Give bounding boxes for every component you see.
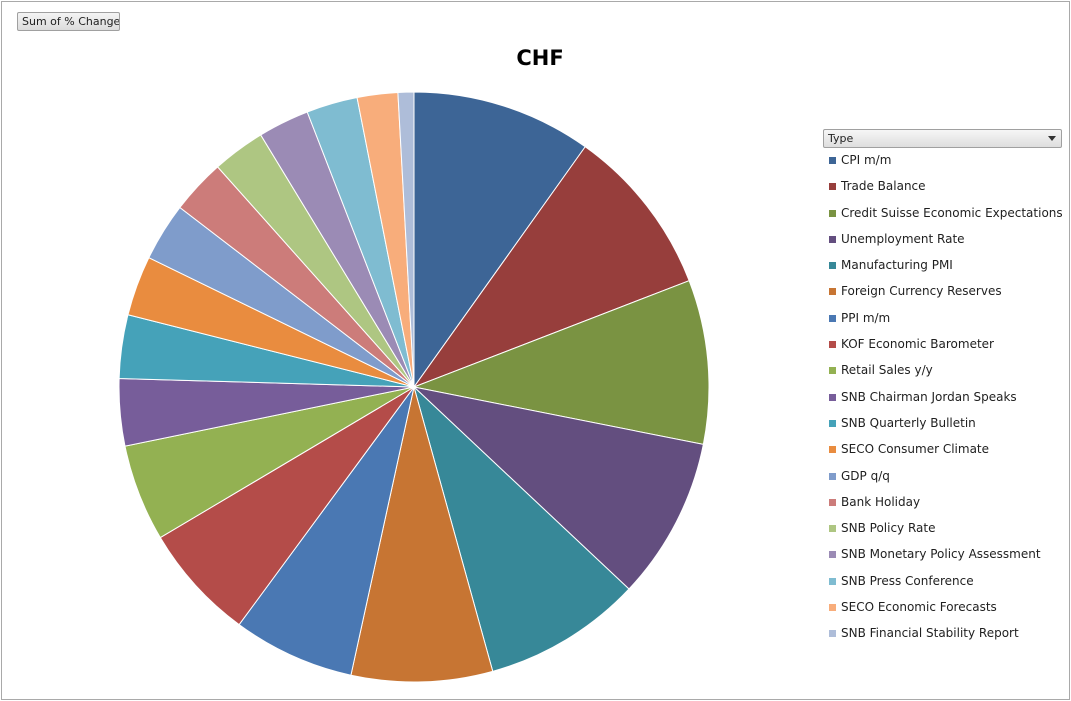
legend-swatch [829,525,836,533]
legend-item: SECO Consumer Climate [828,441,1068,467]
legend-label: CPI m/m [841,153,892,167]
legend-swatch [829,183,836,191]
legend-item: PPI m/m [828,310,1068,336]
pie-slice[interactable] [238,386,415,676]
legend-swatch [829,367,836,375]
legend-item: CPI m/m [828,152,1068,178]
pie-slice[interactable] [412,146,690,389]
legend-swatch [829,262,836,270]
legend-swatch [829,630,836,638]
legend-label: SNB Quarterly Bulletin [841,415,976,430]
legend-swatch [829,604,836,612]
legend-label: SNB Chairman Jordan Speaks [841,389,1017,404]
legend-label: SNB Press Conference [841,573,974,588]
type-filter-label: Type [828,132,854,145]
legend-label: Foreign Currency Reserves [841,284,1002,299]
legend-label: SECO Consumer Climate [841,442,990,457]
legend-swatch [829,288,836,296]
pie-slice[interactable] [350,386,494,683]
legend-item: Foreign Currency Reserves [828,283,1068,309]
legend-swatch [829,235,836,243]
legend-item: SNB Press Conference [828,573,1068,599]
chevron-down-icon[interactable] [1048,136,1056,141]
pie-slice[interactable] [159,386,415,626]
legend-label: SNB Policy Rate [841,521,936,536]
legend-label: SNB Financial Stability Report [841,626,1019,641]
legend-label: SECO Economic Forecasts [841,600,997,615]
legend-label: Trade Balance [841,179,926,194]
legend-item: Unemployment Rate [828,231,1068,257]
legend-label: Manufacturing PMI [841,258,953,273]
legend-label: Credit Suisse Economic Expectations [841,205,1063,220]
legend-swatch [829,498,836,506]
legend-swatch [829,577,836,585]
legend-swatch [829,209,836,217]
legend-item: SNB Quarterly Bulletin [828,415,1068,441]
legend-item: SNB Monetary Policy Assessment [828,546,1068,572]
legend-label: KOF Economic Barometer [841,337,994,352]
legend-label: Retail Sales y/y [841,363,933,378]
legend: CPI m/m Trade Balance Credit Suisse Econom… [828,152,1068,652]
legend-label: Bank Holiday [841,494,921,509]
legend-label: SNB Monetary Policy Assessment [841,547,1041,562]
legend-item: Manufacturing PMI [828,257,1068,283]
legend-swatch [829,314,836,322]
legend-swatch [829,341,836,349]
legend-item: SECO Economic Forecasts [828,599,1068,625]
legend-label: GDP q/q [841,468,890,483]
pie-slice[interactable] [412,280,710,445]
legend-swatch [829,419,836,427]
pie-chart [118,91,710,683]
legend-item: Credit Suisse Economic Expectations [828,205,1068,231]
type-filter-dropdown[interactable]: Type [823,129,1062,148]
legend-label: PPI m/m [841,310,891,325]
legend-item: Trade Balance [828,178,1068,204]
legend-item: GDP q/q [828,468,1068,494]
legend-swatch [829,157,836,164]
legend-item: Bank Holiday [828,494,1068,520]
legend-item: SNB Policy Rate [828,520,1068,546]
legend-label: Unemployment Rate [841,231,965,246]
pie-slice[interactable] [413,91,586,389]
legend-swatch [829,551,836,559]
legend-swatch [829,472,836,480]
legend-item: SNB Financial Stability Report [828,625,1068,651]
legend-swatch [829,446,836,454]
sum-of-change-field-button[interactable]: Sum of % Change [17,12,120,31]
pie-slice[interactable] [397,91,415,388]
chart-title: CHF [516,46,564,70]
legend-item: SNB Chairman Jordan Speaks [828,389,1068,415]
legend-item: KOF Economic Barometer [828,336,1068,362]
pie-slice[interactable] [413,385,630,672]
pie-slice[interactable] [412,386,704,590]
legend-swatch [829,393,836,401]
legend-item: Retail Sales y/y [828,362,1068,388]
